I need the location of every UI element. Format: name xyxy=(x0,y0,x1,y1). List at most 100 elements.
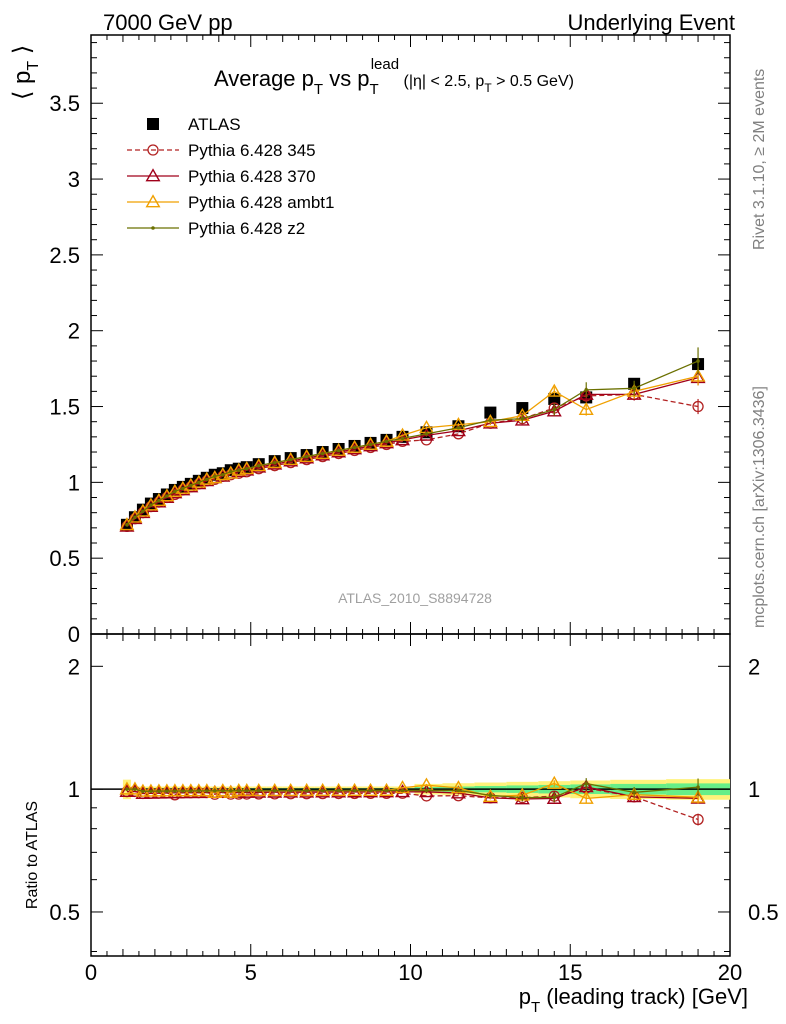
ratio-y-tick-label: 2 xyxy=(68,654,80,679)
ratio-point xyxy=(213,789,217,793)
mc-point xyxy=(141,509,145,513)
mc-point xyxy=(320,451,325,456)
y-tick-label: 1.5 xyxy=(49,395,80,420)
data-point xyxy=(484,406,497,419)
ratio-y-tick-label: 1 xyxy=(68,777,80,802)
legend-label: Pythia 6.428 370 xyxy=(188,167,316,186)
legend-marker xyxy=(147,118,159,130)
ratio-point xyxy=(244,788,249,793)
y-tick-label: 0 xyxy=(68,622,80,647)
mc-point xyxy=(456,425,461,430)
mc-point xyxy=(400,436,405,441)
mc-point xyxy=(205,477,209,482)
y-axis-label: ⟨ pT ⟩ xyxy=(9,45,42,100)
mc-point xyxy=(288,457,293,462)
ratio-point xyxy=(584,781,589,786)
svg-text:pT (leading track) [GeV]: pT (leading track) [GeV] xyxy=(519,984,748,1016)
mc-point xyxy=(384,439,389,444)
ratio-point xyxy=(520,795,525,800)
ratio-point xyxy=(267,782,283,797)
mc-point xyxy=(304,454,309,459)
ratio-point xyxy=(690,789,706,803)
mc-point xyxy=(133,515,137,520)
ratio-point xyxy=(167,783,183,797)
mc-point xyxy=(181,486,185,491)
mc-point xyxy=(228,469,233,474)
mc-point xyxy=(692,400,704,413)
ratio-point xyxy=(352,788,357,793)
y-tick-label: 2.5 xyxy=(49,243,80,268)
legend-label: Pythia 6.428 z2 xyxy=(188,219,305,238)
ratio-point xyxy=(488,793,493,798)
ratio-point xyxy=(299,784,315,798)
ratio-series xyxy=(119,775,706,826)
ratio-point xyxy=(125,787,129,791)
ratio-point xyxy=(228,788,233,793)
legend-label: ATLAS xyxy=(188,115,241,134)
ratio-point xyxy=(626,786,642,801)
analysis-watermark: ATLAS_2010_S8894728 xyxy=(338,590,492,606)
ratio-point xyxy=(400,788,405,793)
ratio-point xyxy=(450,780,466,794)
ratio-y-tick-label-right: 2 xyxy=(748,654,760,679)
mc-point xyxy=(626,386,642,400)
ratio-y-axis-label: Ratio to ATLAS xyxy=(24,801,41,909)
ratio-line xyxy=(126,782,699,799)
x-tick-label: 0 xyxy=(85,960,97,985)
legend-marker xyxy=(145,168,161,182)
ratio-point xyxy=(632,790,636,795)
ratio-point xyxy=(363,782,379,796)
mc-point xyxy=(143,497,159,511)
y-tick-label: 3.5 xyxy=(49,91,80,116)
ratio-point xyxy=(236,788,241,793)
series-line xyxy=(126,393,699,527)
ratio-point xyxy=(331,784,347,798)
ratio-point xyxy=(119,781,135,795)
ratio-point xyxy=(379,782,395,796)
ratio-point xyxy=(395,780,411,794)
x-tick-label: 15 xyxy=(558,960,582,985)
ratio-point xyxy=(552,795,557,800)
ratio-point xyxy=(578,790,594,804)
mc-point xyxy=(149,503,153,507)
mc-point xyxy=(157,498,161,503)
ratio-point xyxy=(299,782,315,797)
mc-point xyxy=(220,472,225,477)
legend-marker xyxy=(147,144,159,156)
x-tick-label: 10 xyxy=(398,960,422,985)
ratio-point xyxy=(141,789,145,794)
ratio-point xyxy=(384,788,389,793)
ratio-y-tick-label-right: 1 xyxy=(748,777,760,802)
axes: 0 5 10 15 20 0 0.5 1 1.5 2 2.5 3 3.5 0.5 0.5 1 1 2 2 xyxy=(49,35,779,985)
ratio-point xyxy=(199,783,215,797)
mc-point xyxy=(632,386,636,391)
legend-label: Pythia 6.428 ambt1 xyxy=(188,193,334,212)
mc-point xyxy=(173,489,177,494)
y-tick-label: 0.5 xyxy=(49,546,80,571)
chart-title: Average pT vs pTlead (|η| < 2.5, pT > 0.… xyxy=(214,56,574,98)
x-axis-label: pT (leading track) [GeV] xyxy=(519,984,748,1016)
ratio-point xyxy=(175,783,191,797)
ratio-point xyxy=(189,789,193,793)
mc-point xyxy=(488,418,493,422)
mc-point xyxy=(336,448,341,453)
ratio-point xyxy=(456,788,461,793)
ratio-point xyxy=(692,813,704,826)
mc-point xyxy=(213,474,217,479)
mc-point xyxy=(272,460,277,465)
ratio-point xyxy=(256,788,261,793)
ratio-point xyxy=(626,789,642,803)
ratio-point xyxy=(157,789,161,793)
ratio-y-tick-label: 0.5 xyxy=(49,900,80,925)
mcplots-label: mcplots.cern.ch [arXiv:1306.3436] xyxy=(751,386,768,628)
ratio-point xyxy=(272,788,277,793)
ratio-point xyxy=(288,788,293,793)
mc-point xyxy=(236,468,241,473)
mc-point xyxy=(690,368,706,382)
mc-point xyxy=(578,401,594,415)
mc-point xyxy=(424,432,429,436)
mc-point xyxy=(189,483,193,488)
legend-marker xyxy=(145,194,161,208)
ratio-point xyxy=(220,789,225,793)
